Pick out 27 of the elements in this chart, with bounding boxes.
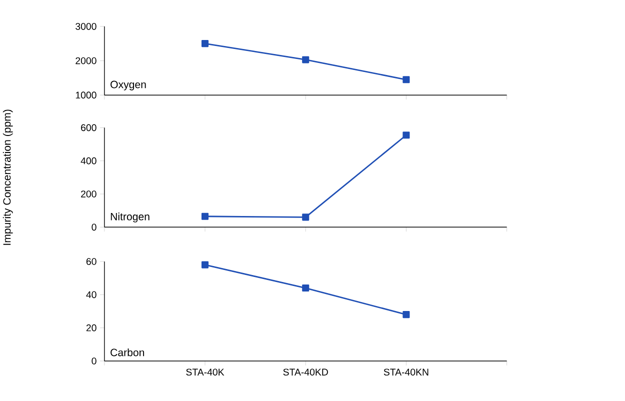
y-tick-label: 40 xyxy=(86,291,96,298)
point xyxy=(402,311,410,318)
y-tick-label: 1000 xyxy=(76,92,96,99)
y-axis-title: Impurity Concentration (ppm) xyxy=(2,110,13,246)
x-tick-label: STA-40K xyxy=(186,368,224,376)
x-tick-label: STA-40KN xyxy=(384,368,428,376)
y-tick-label: 20 xyxy=(86,324,96,332)
text: Nitrogen xyxy=(110,212,150,223)
point xyxy=(402,132,410,139)
y-tick-label: 3000 xyxy=(76,23,96,30)
point xyxy=(302,214,310,221)
x-tick-label: STA-40KD xyxy=(283,368,328,376)
point xyxy=(202,40,209,48)
y-tick-label: 0 xyxy=(92,224,96,231)
point xyxy=(202,213,209,220)
point xyxy=(302,56,310,64)
text: Oxygen xyxy=(110,80,146,91)
y-tick-label: 200 xyxy=(81,190,96,198)
point xyxy=(302,284,310,292)
y-tick-label: 0 xyxy=(92,358,96,365)
y-tick-label: 600 xyxy=(81,124,96,132)
text: Carbon xyxy=(110,348,144,356)
y-tick-label: 2000 xyxy=(76,58,96,64)
point xyxy=(402,76,410,84)
point xyxy=(202,261,209,269)
y-tick-label: 60 xyxy=(86,258,96,266)
y-tick-label: 400 xyxy=(80,158,96,164)
